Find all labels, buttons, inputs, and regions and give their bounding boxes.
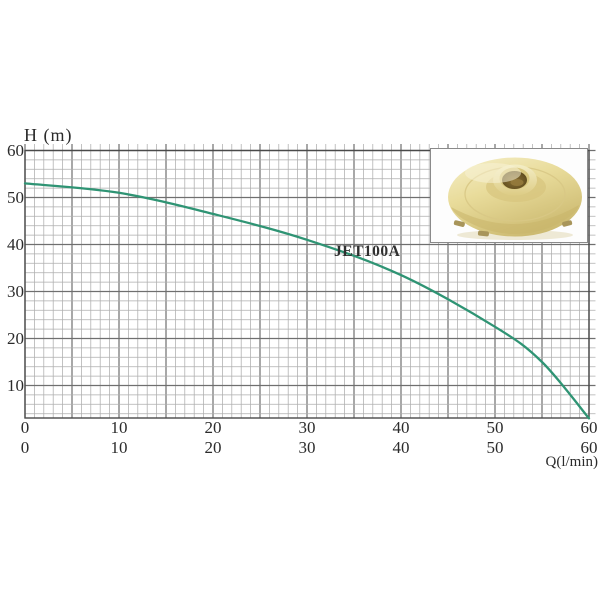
x-tick-label-30: 30 [298, 417, 316, 437]
y-tick-label-50: 50 [7, 187, 24, 207]
y-tick-label-40: 40 [7, 234, 24, 254]
y-tick-label-20: 20 [7, 328, 24, 348]
plot-border [24, 149, 590, 419]
impeller-hole-glint [510, 179, 524, 186]
pump-head-curve [23, 182, 591, 420]
y-tick-label-60: 60 [7, 140, 24, 160]
x-tick-label-30: 30 [298, 438, 316, 457]
x-tick-label-10: 10 [110, 417, 128, 437]
x-axis-title: Q(l/min) [545, 454, 599, 470]
x-tick-label-10: 10 [110, 438, 128, 457]
impeller-photo [448, 157, 582, 240]
x-tick-label-40: 40 [392, 438, 410, 457]
curve-label: JET100A [334, 243, 401, 260]
x-tick-label-50: 50 [486, 438, 504, 457]
impeller-notch-left [453, 220, 465, 227]
y-tick-label-30: 30 [7, 281, 24, 301]
x-tick-label-0: 0 [20, 417, 30, 437]
impeller-photo-inset [430, 148, 588, 243]
impeller-notch-center [477, 230, 489, 237]
x-tick-label-40: 40 [392, 417, 410, 437]
impeller-underside-band [451, 205, 579, 234]
y-axis-title: H (m) [24, 125, 73, 145]
x-tick-label-60: 60 [580, 417, 598, 437]
x-tick-label-60: 60 [580, 438, 598, 457]
x-tick-label-20: 20 [204, 438, 222, 457]
y-tick-label-10: 10 [7, 375, 24, 395]
x-tick-label-50: 50 [486, 417, 504, 437]
x-tick-label-20: 20 [204, 417, 222, 437]
impeller-top-highlight [465, 163, 521, 183]
impeller-notch-right [562, 220, 573, 227]
x-tick-label-0: 0 [20, 438, 30, 457]
